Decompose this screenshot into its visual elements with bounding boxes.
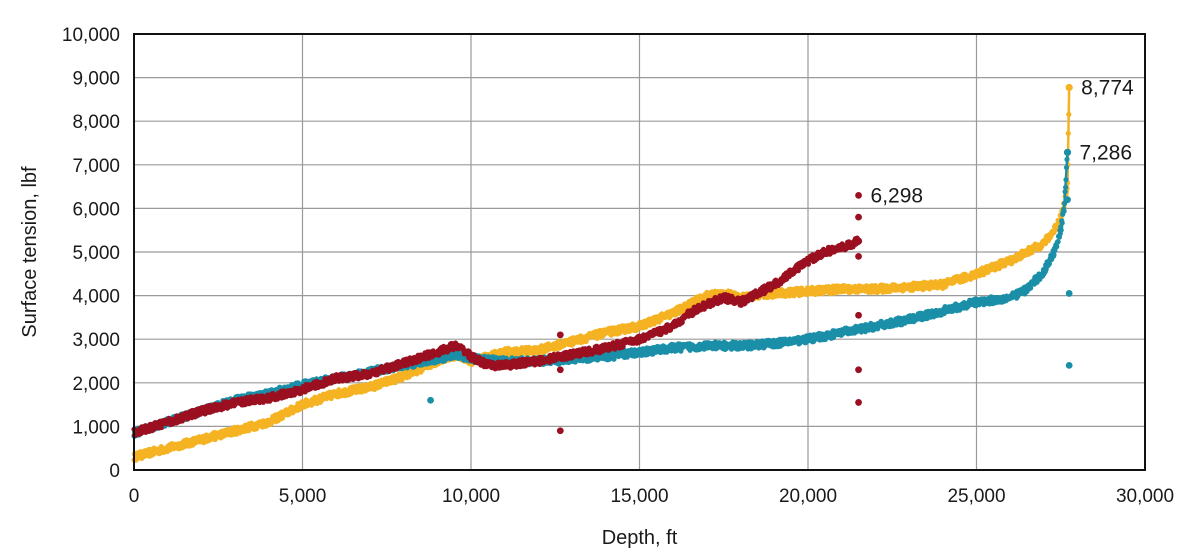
series-1-point [1059,220,1065,226]
series-0-peak-point [1065,83,1073,92]
series-1-outlier [1064,196,1071,204]
series-1-outlier [1065,290,1073,297]
series-0-spike [1066,87,1071,187]
series-1-point [1055,239,1061,245]
series-1-point [1061,208,1067,214]
series-1-outlier [427,396,434,404]
series-1-point [1058,227,1064,233]
series-1-peak-point [1063,148,1072,156]
series-1-point [1051,252,1057,258]
data-series [131,83,1073,463]
series-1-outlier [1065,361,1073,369]
